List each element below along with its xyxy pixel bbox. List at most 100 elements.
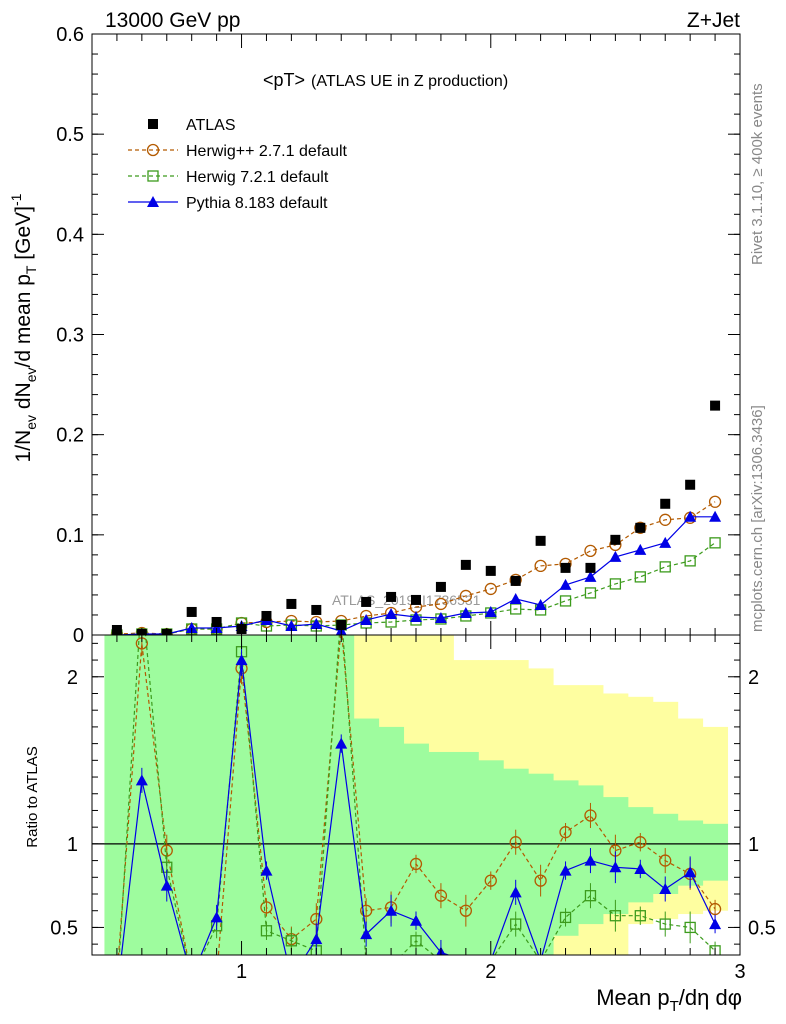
main-point-atlas xyxy=(336,619,347,630)
ratio-band-outer-bin xyxy=(702,726,729,911)
ratio-point-pythia xyxy=(385,904,398,916)
ratio-plot-layer xyxy=(92,635,740,955)
main-point-herwig_7 xyxy=(659,561,671,573)
ratio-y-label: Ratio to ATLAS xyxy=(24,746,41,847)
main-point-pythia xyxy=(534,598,547,610)
ratio-point-pythia xyxy=(160,879,173,891)
ratio-point-pythia xyxy=(235,654,248,666)
main-point-herwig_pp xyxy=(584,544,597,558)
main-y-tick-label: 0.5 xyxy=(56,124,84,146)
main-point-herwig_pp xyxy=(708,495,722,508)
x-tick-label: 3 xyxy=(734,961,745,983)
ratio-x-axis: 1 2 3 xyxy=(116,635,746,983)
ratio-band-inner-bin xyxy=(154,635,180,955)
rivet-label: Rivet 3.1.10, ≥ 400k events xyxy=(749,83,766,265)
main-point-pythia xyxy=(634,543,647,555)
watermark: ATLAS_2019_I1736531 xyxy=(332,592,481,608)
ratio-point-pythia xyxy=(584,854,597,866)
ratio-y-tick-label-right: 1 xyxy=(748,834,759,856)
legend-marker-atlas xyxy=(148,119,158,129)
ratio-point-pythia xyxy=(310,933,323,945)
main-point-pythia xyxy=(484,605,497,617)
ratio-point-herwig_pp xyxy=(260,901,273,914)
legend-label-atlas: ATLAS xyxy=(186,117,236,134)
ratio-point-pythia xyxy=(260,864,273,876)
ratio-point-pythia xyxy=(684,866,697,878)
main-point-atlas xyxy=(535,535,546,546)
legend-label-pythia: Pythia 8.183 default xyxy=(186,195,328,212)
ratio-band-inner-bin xyxy=(478,760,504,955)
ratio-point-herwig_7 xyxy=(559,911,572,924)
main-point-pythia xyxy=(509,592,522,604)
main-point-pythia xyxy=(360,613,373,625)
main-point-atlas xyxy=(560,562,571,573)
main-point-atlas xyxy=(635,522,646,533)
ratio-series-herwig_pp xyxy=(117,635,722,955)
main-y-tick-label: 0.6 xyxy=(56,24,84,46)
main-point-atlas xyxy=(261,610,272,621)
main-point-pythia xyxy=(385,607,398,619)
ratio-point-pythia xyxy=(709,918,722,930)
main-point-herwig_pp xyxy=(434,597,448,611)
main-point-atlas xyxy=(386,591,397,602)
main-point-herwig_pp xyxy=(534,559,547,573)
main-point-pythia xyxy=(459,606,472,618)
main-plot-layer xyxy=(110,400,722,635)
legend-label-herwig_7: Herwig 7.2.1 default xyxy=(186,169,329,186)
legend-marker-pythia xyxy=(147,196,159,207)
main-title: <pT> (ATLAS UE in Z production) xyxy=(263,70,508,90)
ratio-band-inner-bin xyxy=(204,635,230,955)
ratio-point-herwig_7 xyxy=(634,910,646,922)
ratio-band-inner-bin xyxy=(104,635,130,955)
main-point-atlas xyxy=(510,575,521,586)
main-point-pythia xyxy=(210,621,223,633)
ratio-bands xyxy=(104,635,729,955)
ratio-band-inner-bin xyxy=(453,751,479,955)
ratio-point-pythia xyxy=(609,861,622,873)
main-point-atlas xyxy=(485,565,496,576)
ratio-point-pythia xyxy=(135,774,148,786)
main-point-herwig_7 xyxy=(609,578,622,590)
main-point-atlas xyxy=(660,498,671,509)
ratio-y-axis: 0.5 0.5 1 1 2 2 xyxy=(50,642,776,945)
ratio-point-pythia xyxy=(559,864,572,876)
main-point-herwig_7 xyxy=(559,595,572,607)
main-point-atlas xyxy=(311,604,322,615)
ratio-point-herwig_7 xyxy=(260,925,273,937)
ratio-point-pythia xyxy=(659,882,672,894)
ratio-point-herwig_pp xyxy=(459,904,472,917)
main-y-tick-label: 0.3 xyxy=(56,325,84,347)
ratio-point-herwig_pp xyxy=(559,826,572,839)
legend-label-herwig_pp: Herwig++ 2.7.1 default xyxy=(186,143,348,160)
main-point-herwig_pp xyxy=(634,521,647,534)
main-point-atlas xyxy=(685,479,696,490)
main-point-atlas xyxy=(411,594,421,605)
ratio-point-pythia xyxy=(335,737,348,749)
main-x-ticks xyxy=(116,34,741,635)
main-point-herwig_7 xyxy=(510,603,522,615)
main-y-tick-label: 0.4 xyxy=(56,224,84,246)
ratio-y-tick-label: 2 xyxy=(67,667,78,689)
main-point-herwig_7 xyxy=(584,587,597,599)
ratio-point-pythia xyxy=(634,862,647,874)
main-point-atlas xyxy=(211,616,222,627)
main-point-atlas xyxy=(610,534,621,545)
ratio-y-tick-label-right: 2 xyxy=(748,667,759,689)
main-point-atlas xyxy=(286,598,297,609)
ratio-band-inner-bin xyxy=(702,823,729,881)
main-point-atlas xyxy=(186,606,197,617)
ratio-point-herwig_7 xyxy=(584,890,597,902)
ratio-band-inner-bin xyxy=(229,635,255,955)
process-label: Z+Jet xyxy=(687,9,740,32)
ratio-point-pythia xyxy=(210,911,223,923)
ratio-y-tick-label: 0.5 xyxy=(50,917,78,939)
ratio-point-herwig_pp xyxy=(634,836,647,849)
ratio-band-inner-bin xyxy=(278,635,305,955)
main-point-pythia xyxy=(659,536,672,548)
main-point-pythia xyxy=(310,617,323,629)
main-point-herwig_7 xyxy=(709,537,721,549)
main-series-pythia xyxy=(113,510,722,635)
ratio-point-herwig_7 xyxy=(684,921,696,934)
main-series-atlas xyxy=(111,400,721,635)
